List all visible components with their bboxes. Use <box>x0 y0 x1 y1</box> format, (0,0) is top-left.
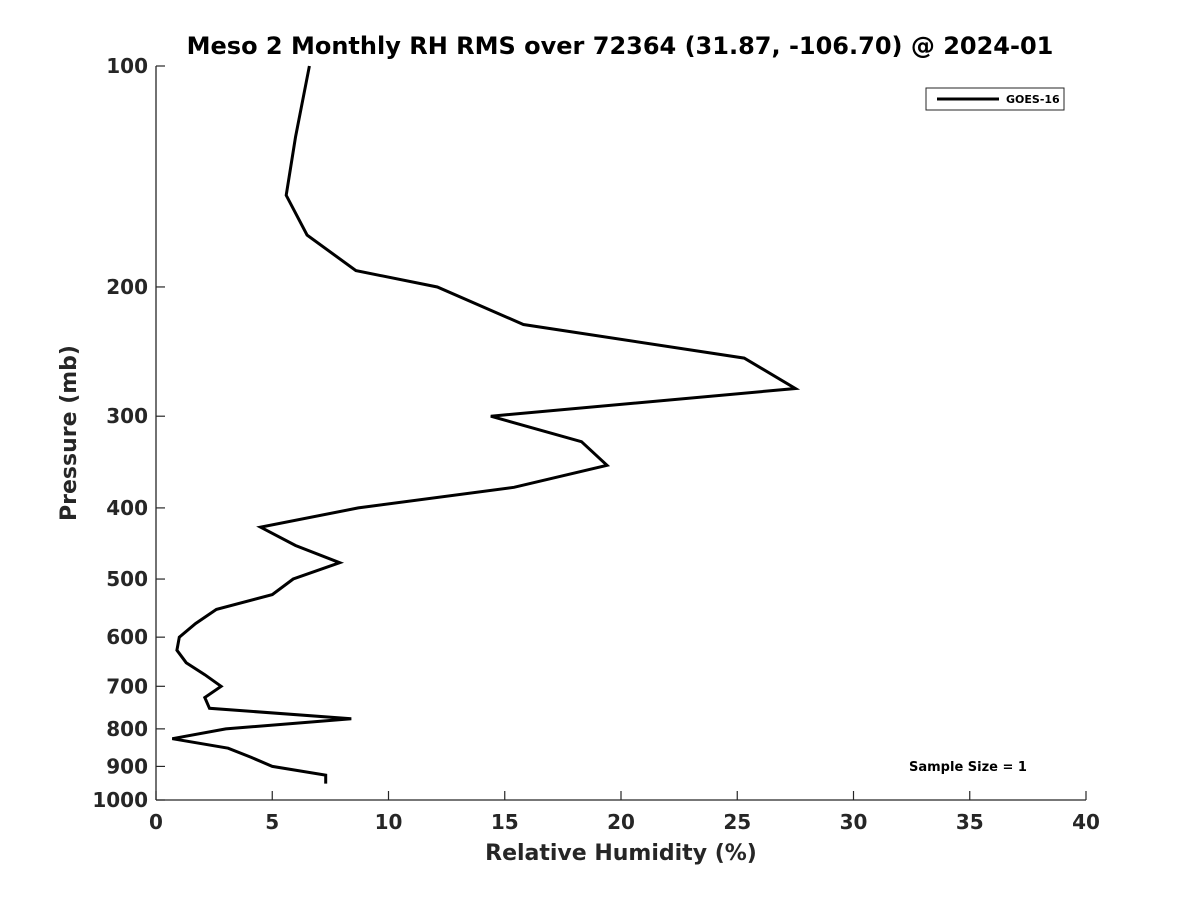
sample-size-annotation: Sample Size = 1 <box>909 760 1027 775</box>
x-tick-label: 0 <box>149 810 163 834</box>
x-axis-ticks: 0 5 10 15 20 25 30 35 40 <box>149 791 1100 834</box>
y-tick-label: 900 <box>106 754 148 778</box>
y-tick-label: 100 <box>106 54 148 78</box>
legend-label-goes-16: GOES-16 <box>1006 93 1060 106</box>
legend: GOES-16 <box>925 87 1065 111</box>
x-tick-label: 30 <box>840 810 868 834</box>
y-tick-label: 600 <box>106 625 148 649</box>
y-tick-label: 200 <box>106 275 148 299</box>
series-line-goes-16 <box>172 65 801 784</box>
x-tick-label: 15 <box>491 810 519 834</box>
y-tick-label: 700 <box>106 674 148 698</box>
chart-title: Meso 2 Monthly RH RMS over 72364 (31.87,… <box>187 32 1054 60</box>
y-tick-label: 300 <box>106 404 148 428</box>
y-tick-label: 400 <box>106 496 148 520</box>
y-tick-label: 800 <box>106 717 148 741</box>
x-tick-label: 20 <box>607 810 635 834</box>
series-group <box>172 65 801 784</box>
y-tick-label: 500 <box>106 567 148 591</box>
x-tick-label: 35 <box>956 810 984 834</box>
x-axis-label: Relative Humidity (%) <box>485 841 757 866</box>
y-axis-label: Pressure (mb) <box>57 345 82 521</box>
y-tick-label: 1000 <box>92 788 148 812</box>
y-axis-ticks: 100 200 300 400 500 600 700 800 900 1000 <box>92 54 165 812</box>
x-tick-label: 40 <box>1072 810 1100 834</box>
x-tick-label: 25 <box>723 810 751 834</box>
x-tick-label: 10 <box>375 810 403 834</box>
x-tick-label: 5 <box>265 810 279 834</box>
